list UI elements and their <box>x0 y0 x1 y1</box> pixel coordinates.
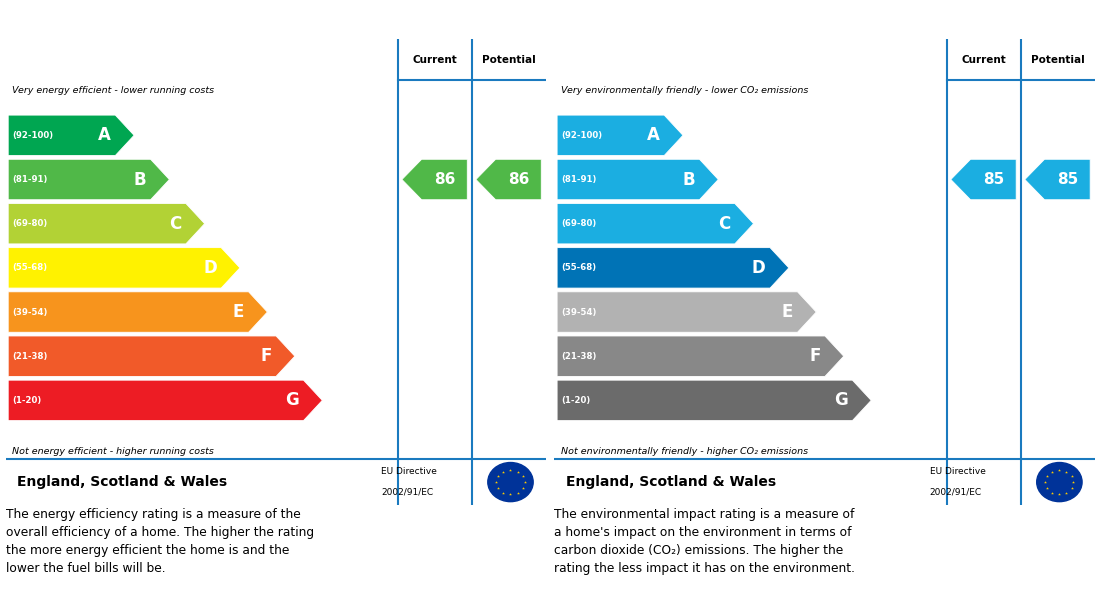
Polygon shape <box>557 203 754 244</box>
Polygon shape <box>8 115 134 155</box>
Polygon shape <box>8 203 205 244</box>
Text: D: D <box>752 259 766 277</box>
Text: Current: Current <box>961 54 1005 65</box>
Polygon shape <box>8 380 322 420</box>
Text: 2002/91/EC: 2002/91/EC <box>930 488 982 497</box>
Text: Potential: Potential <box>1031 54 1085 65</box>
Text: (92-100): (92-100) <box>12 131 53 140</box>
Text: F: F <box>810 347 821 365</box>
Text: (92-100): (92-100) <box>561 131 602 140</box>
Text: A: A <box>98 126 111 144</box>
Text: The environmental impact rating is a measure of
a home's impact on the environme: The environmental impact rating is a mea… <box>554 508 856 575</box>
Text: England, Scotland & Wales: England, Scotland & Wales <box>18 475 228 489</box>
Text: C: C <box>169 215 182 233</box>
Text: Environmental Impact (CO₂) Rating: Environmental Impact (CO₂) Rating <box>568 12 912 30</box>
Text: (81-91): (81-91) <box>12 175 47 184</box>
Polygon shape <box>8 159 169 200</box>
Circle shape <box>1036 463 1082 502</box>
Text: (1-20): (1-20) <box>561 396 590 405</box>
Text: (21-38): (21-38) <box>12 352 47 360</box>
Text: B: B <box>682 171 695 188</box>
Text: (55-68): (55-68) <box>12 263 47 272</box>
Text: B: B <box>133 171 146 188</box>
Text: Energy Efficiency Rating: Energy Efficiency Rating <box>19 12 258 30</box>
Text: (21-38): (21-38) <box>561 352 596 360</box>
Text: G: G <box>285 392 299 409</box>
Circle shape <box>487 463 534 502</box>
Text: Not environmentally friendly - higher CO₂ emissions: Not environmentally friendly - higher CO… <box>561 447 808 455</box>
Text: D: D <box>204 259 217 277</box>
Text: Potential: Potential <box>482 54 536 65</box>
Polygon shape <box>557 115 683 155</box>
Text: Very environmentally friendly - lower CO₂ emissions: Very environmentally friendly - lower CO… <box>561 86 808 95</box>
Polygon shape <box>557 292 816 332</box>
Text: (69-80): (69-80) <box>12 219 47 228</box>
Text: Very energy efficient - lower running costs: Very energy efficient - lower running co… <box>12 86 214 95</box>
Text: (69-80): (69-80) <box>561 219 596 228</box>
Text: Not energy efficient - higher running costs: Not energy efficient - higher running co… <box>12 447 213 455</box>
Text: (1-20): (1-20) <box>12 396 41 405</box>
Polygon shape <box>476 159 541 200</box>
Text: 85: 85 <box>1057 172 1078 187</box>
Text: England, Scotland & Wales: England, Scotland & Wales <box>566 475 777 489</box>
Text: E: E <box>233 303 244 321</box>
Text: F: F <box>261 347 272 365</box>
Text: The energy efficiency rating is a measure of the
overall efficiency of a home. T: The energy efficiency rating is a measur… <box>6 508 313 575</box>
Polygon shape <box>402 159 468 200</box>
Polygon shape <box>8 292 267 332</box>
Polygon shape <box>1025 159 1090 200</box>
Polygon shape <box>557 159 718 200</box>
Text: (39-54): (39-54) <box>561 308 596 316</box>
Text: (55-68): (55-68) <box>561 263 596 272</box>
Text: 2002/91/EC: 2002/91/EC <box>381 488 433 497</box>
Text: 86: 86 <box>433 172 455 187</box>
Polygon shape <box>8 336 295 376</box>
Polygon shape <box>557 248 789 288</box>
Text: 86: 86 <box>508 172 529 187</box>
Text: (81-91): (81-91) <box>561 175 596 184</box>
Polygon shape <box>557 380 871 420</box>
Polygon shape <box>557 336 844 376</box>
Polygon shape <box>950 159 1016 200</box>
Polygon shape <box>8 248 240 288</box>
Text: E: E <box>782 303 793 321</box>
Text: EU Directive: EU Directive <box>930 468 986 476</box>
Text: A: A <box>647 126 660 144</box>
Text: G: G <box>834 392 848 409</box>
Text: C: C <box>718 215 730 233</box>
Text: (39-54): (39-54) <box>12 308 47 316</box>
Text: EU Directive: EU Directive <box>381 468 437 476</box>
Text: 85: 85 <box>982 172 1004 187</box>
Text: Current: Current <box>412 54 456 65</box>
